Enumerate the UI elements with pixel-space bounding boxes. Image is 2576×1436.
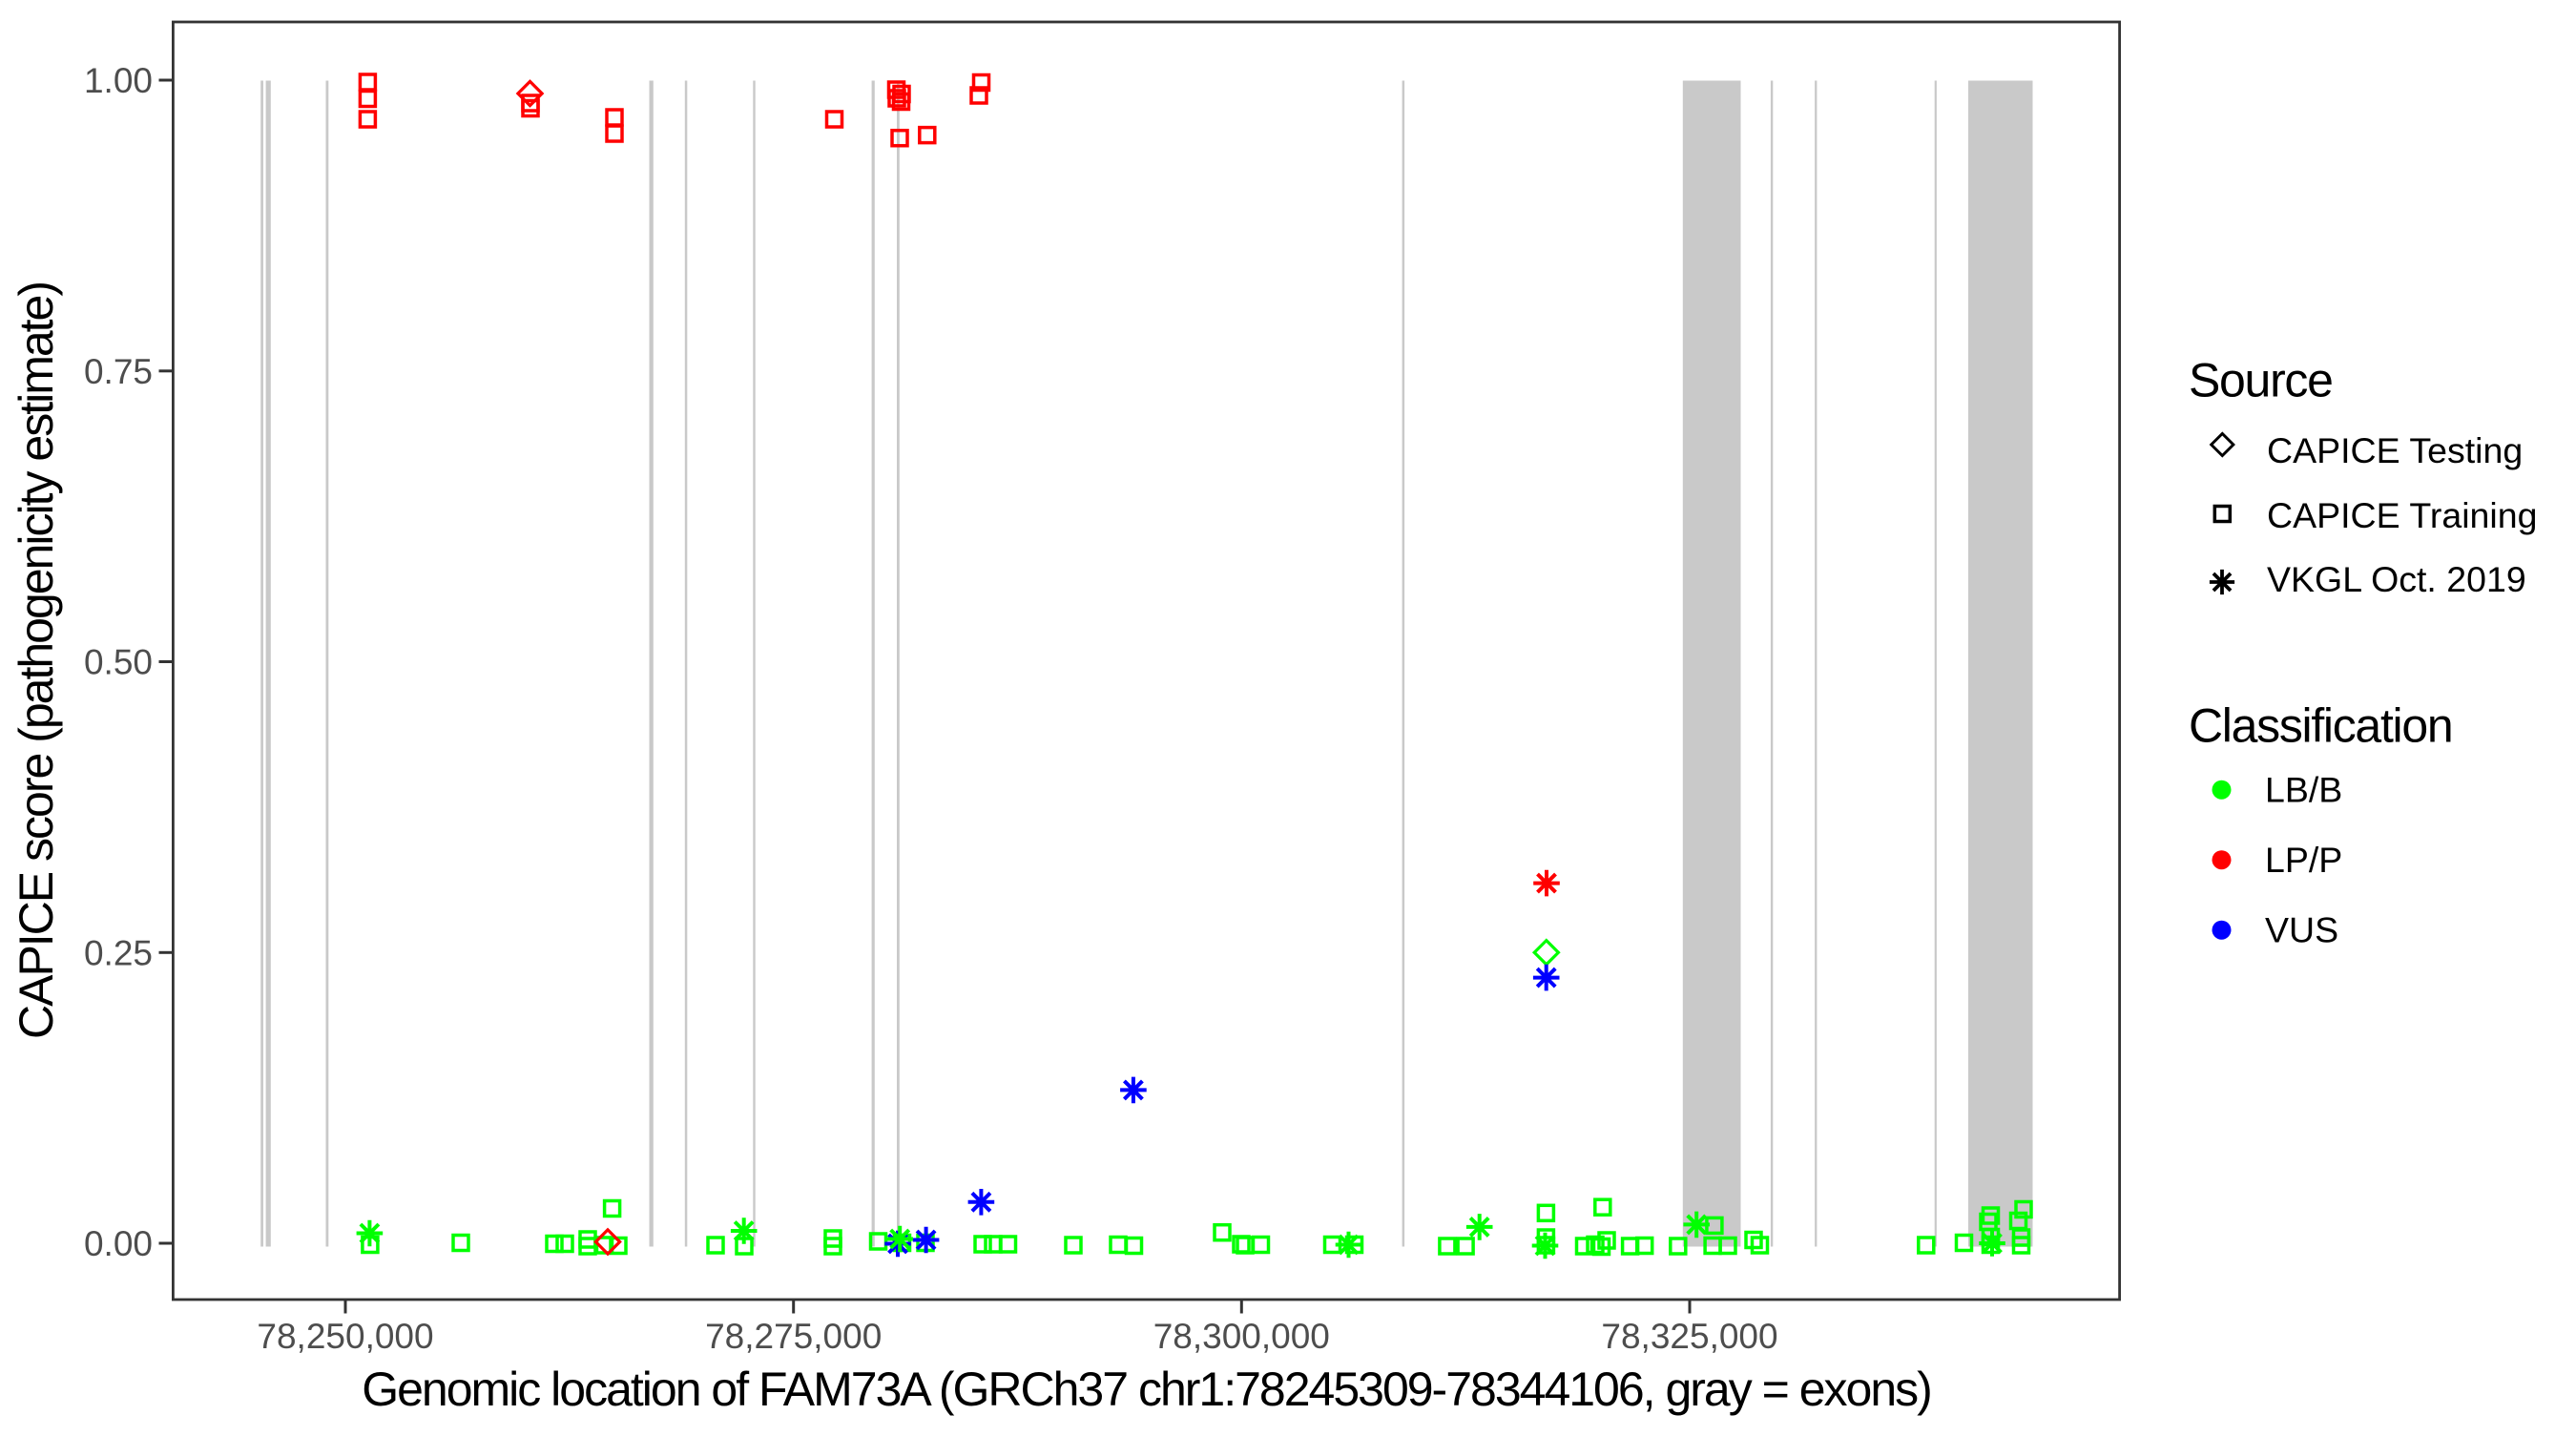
svg-text:LB/B: LB/B [2265, 770, 2342, 810]
svg-text:78,300,000: 78,300,000 [1153, 1317, 1330, 1356]
svg-text:Genomic location of FAM73A (GR: Genomic location of FAM73A (GRCh37 chr1:… [362, 1363, 1931, 1416]
svg-text:CAPICE score (pathogenicity es: CAPICE score (pathogenicity estimate) [10, 282, 63, 1039]
svg-text:VKGL Oct. 2019: VKGL Oct. 2019 [2267, 559, 2526, 599]
svg-text:LP/P: LP/P [2265, 840, 2342, 880]
svg-text:0.25: 0.25 [84, 933, 153, 972]
svg-text:1.00: 1.00 [84, 61, 153, 100]
svg-text:Classification: Classification [2189, 699, 2452, 753]
svg-text:78,325,000: 78,325,000 [1601, 1317, 1777, 1356]
svg-text:0.75: 0.75 [84, 352, 153, 391]
svg-text:CAPICE Training: CAPICE Training [2267, 495, 2537, 535]
svg-text:VUS: VUS [2265, 910, 2338, 950]
svg-text:78,250,000: 78,250,000 [257, 1317, 433, 1356]
svg-text:0.50: 0.50 [84, 643, 153, 682]
svg-text:CAPICE Testing: CAPICE Testing [2267, 430, 2523, 470]
svg-text:0.00: 0.00 [84, 1224, 153, 1263]
svg-text:Source: Source [2189, 354, 2333, 407]
svg-text:78,275,000: 78,275,000 [705, 1317, 882, 1356]
